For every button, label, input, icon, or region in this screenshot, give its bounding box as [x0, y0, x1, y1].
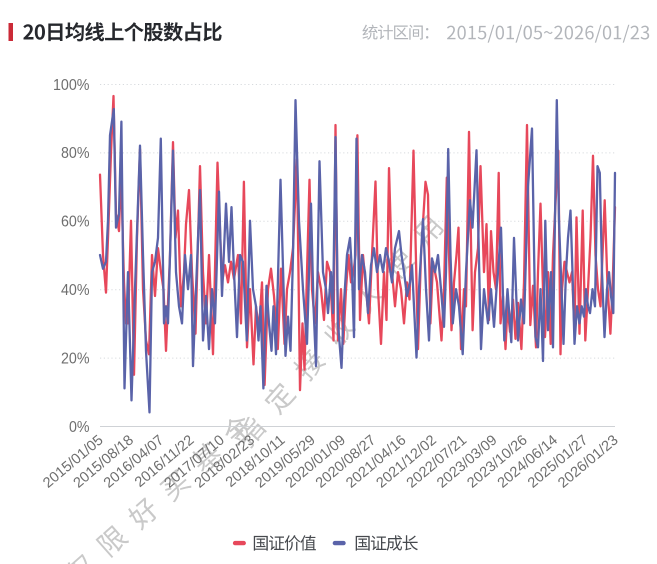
svg-text:40%: 40%	[61, 282, 90, 299]
svg-text:100%: 100%	[53, 77, 90, 94]
svg-text:20%: 20%	[61, 350, 90, 367]
svg-text:60%: 60%	[61, 214, 90, 231]
svg-text:0%: 0%	[69, 419, 90, 436]
svg-text:80%: 80%	[61, 145, 90, 162]
